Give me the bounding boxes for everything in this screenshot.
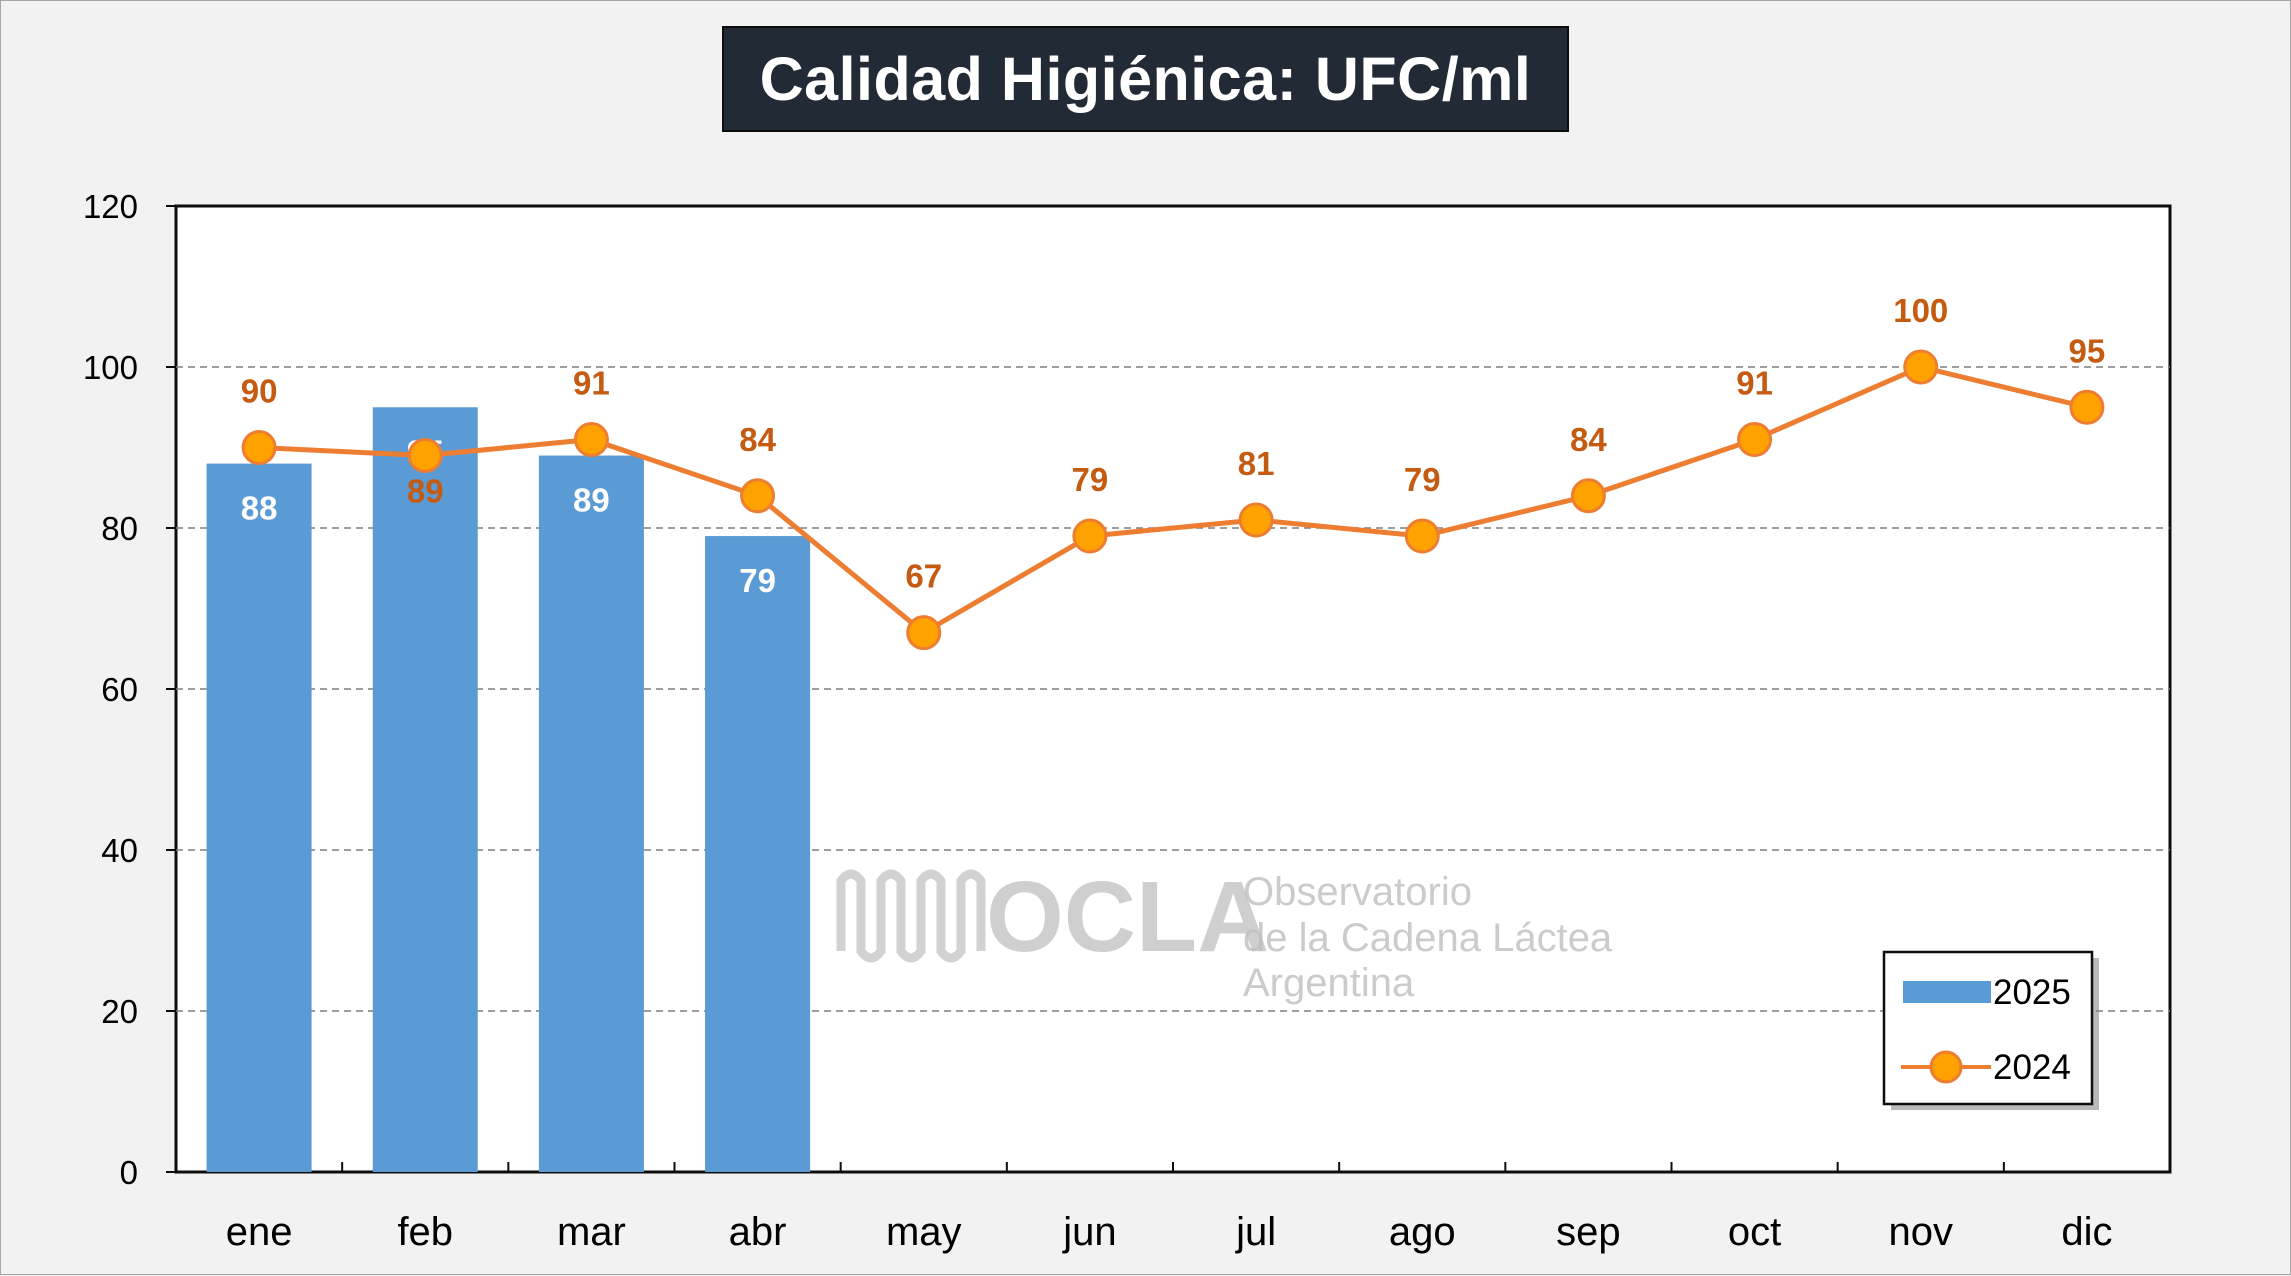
bar-2025 [705,536,811,1172]
legend-swatch-2025 [1903,981,1991,1003]
x-tick-label: mar [557,1210,626,1254]
bar-label-2025: 88 [241,490,278,527]
x-axis: ene feb mar abr may jun jul ago sep oct nov dic [226,1162,2112,1254]
y-tick-label: 0 [120,1154,138,1191]
line-label-2024: 100 [1893,292,1948,329]
y-tick-label: 40 [101,832,138,869]
marker-2024 [1570,478,1606,514]
bar-2025 [372,407,478,1172]
watermark-brand: OCLA [986,861,1269,973]
marker-2024 [1238,502,1274,538]
line-label-2024: 90 [241,373,278,410]
legend-marker-2024 [1929,1050,1963,1084]
y-tick-label: 20 [101,993,138,1030]
y-tick-label: 80 [101,510,138,547]
x-tick-label: jun [1062,1210,1116,1254]
line-label-2024: 67 [905,558,942,595]
legend: 2025 2024 [1882,950,2099,1110]
legend-label-2025: 2025 [1993,973,2071,1012]
marker-2024 [906,615,942,651]
bars-2025: 88958979 [206,407,811,1173]
line-label-2024: 84 [1570,421,1607,458]
marker-2024 [1404,518,1440,554]
line-label-2024: 84 [739,421,776,458]
watermark-line1: Observatorio [1243,870,1472,914]
line-path-2024 [258,364,2088,636]
x-tick-label: dic [2061,1210,2112,1254]
legend-box [1882,950,2094,1106]
y-axis: 0 20 40 60 80 100 120 [83,188,176,1191]
watermark-line2: de la Cadena Láctea [1243,916,1613,960]
marker-2024 [241,430,277,465]
x-tick-label: feb [397,1210,453,1254]
bar-label-2025: 89 [573,482,610,519]
bar-2025 [538,455,644,1172]
marker-2024 [1072,518,1108,554]
bar-label-2025: 79 [739,562,776,599]
y-tick-label: 120 [83,188,138,225]
x-tick-label: nov [1889,1210,1954,1254]
chart-title-box: Calidad Higiénica: UFC/ml [722,26,1569,132]
x-tick-label: ago [1389,1210,1456,1254]
line-label-2024: 91 [573,364,610,401]
y-tick-label: 60 [101,671,138,708]
chart-title: Calidad Higiénica: UFC/ml [759,45,1532,113]
marker-2024 [407,438,443,474]
ocla-logo-mark [836,869,986,963]
watermark: OCLA Observatorio de la Cadena Láctea Ar… [836,861,1613,1005]
line-label-2024: 79 [1072,461,1109,498]
marker-2024 [1737,421,1773,457]
marker-2024 [2069,389,2105,425]
x-tick-label: abr [729,1210,787,1254]
watermark-line3: Argentina [1243,961,1415,1005]
marker-2024 [740,478,776,514]
line-label-2024: 95 [2069,332,2106,369]
x-tick-label: may [886,1210,962,1254]
marker-2024 [573,421,609,457]
line-label-2024: 79 [1404,461,1441,498]
bar-2025 [206,463,312,1173]
line-label-2024: 89 [407,473,444,510]
x-tick-label: jul [1235,1210,1276,1254]
y-tick-label: 100 [83,349,138,386]
x-tick-label: ene [226,1210,293,1254]
x-tick-label: oct [1728,1210,1781,1254]
x-tick-label: sep [1556,1210,1621,1254]
legend-label-2024: 2024 [1993,1048,2071,1087]
line-2024: 90 89 91 84 67 79 81 79 84 91 100 95 [241,292,2106,651]
line-label-2024: 91 [1736,364,1773,401]
line-label-2024: 81 [1238,445,1275,482]
marker-2024 [1903,349,1939,385]
